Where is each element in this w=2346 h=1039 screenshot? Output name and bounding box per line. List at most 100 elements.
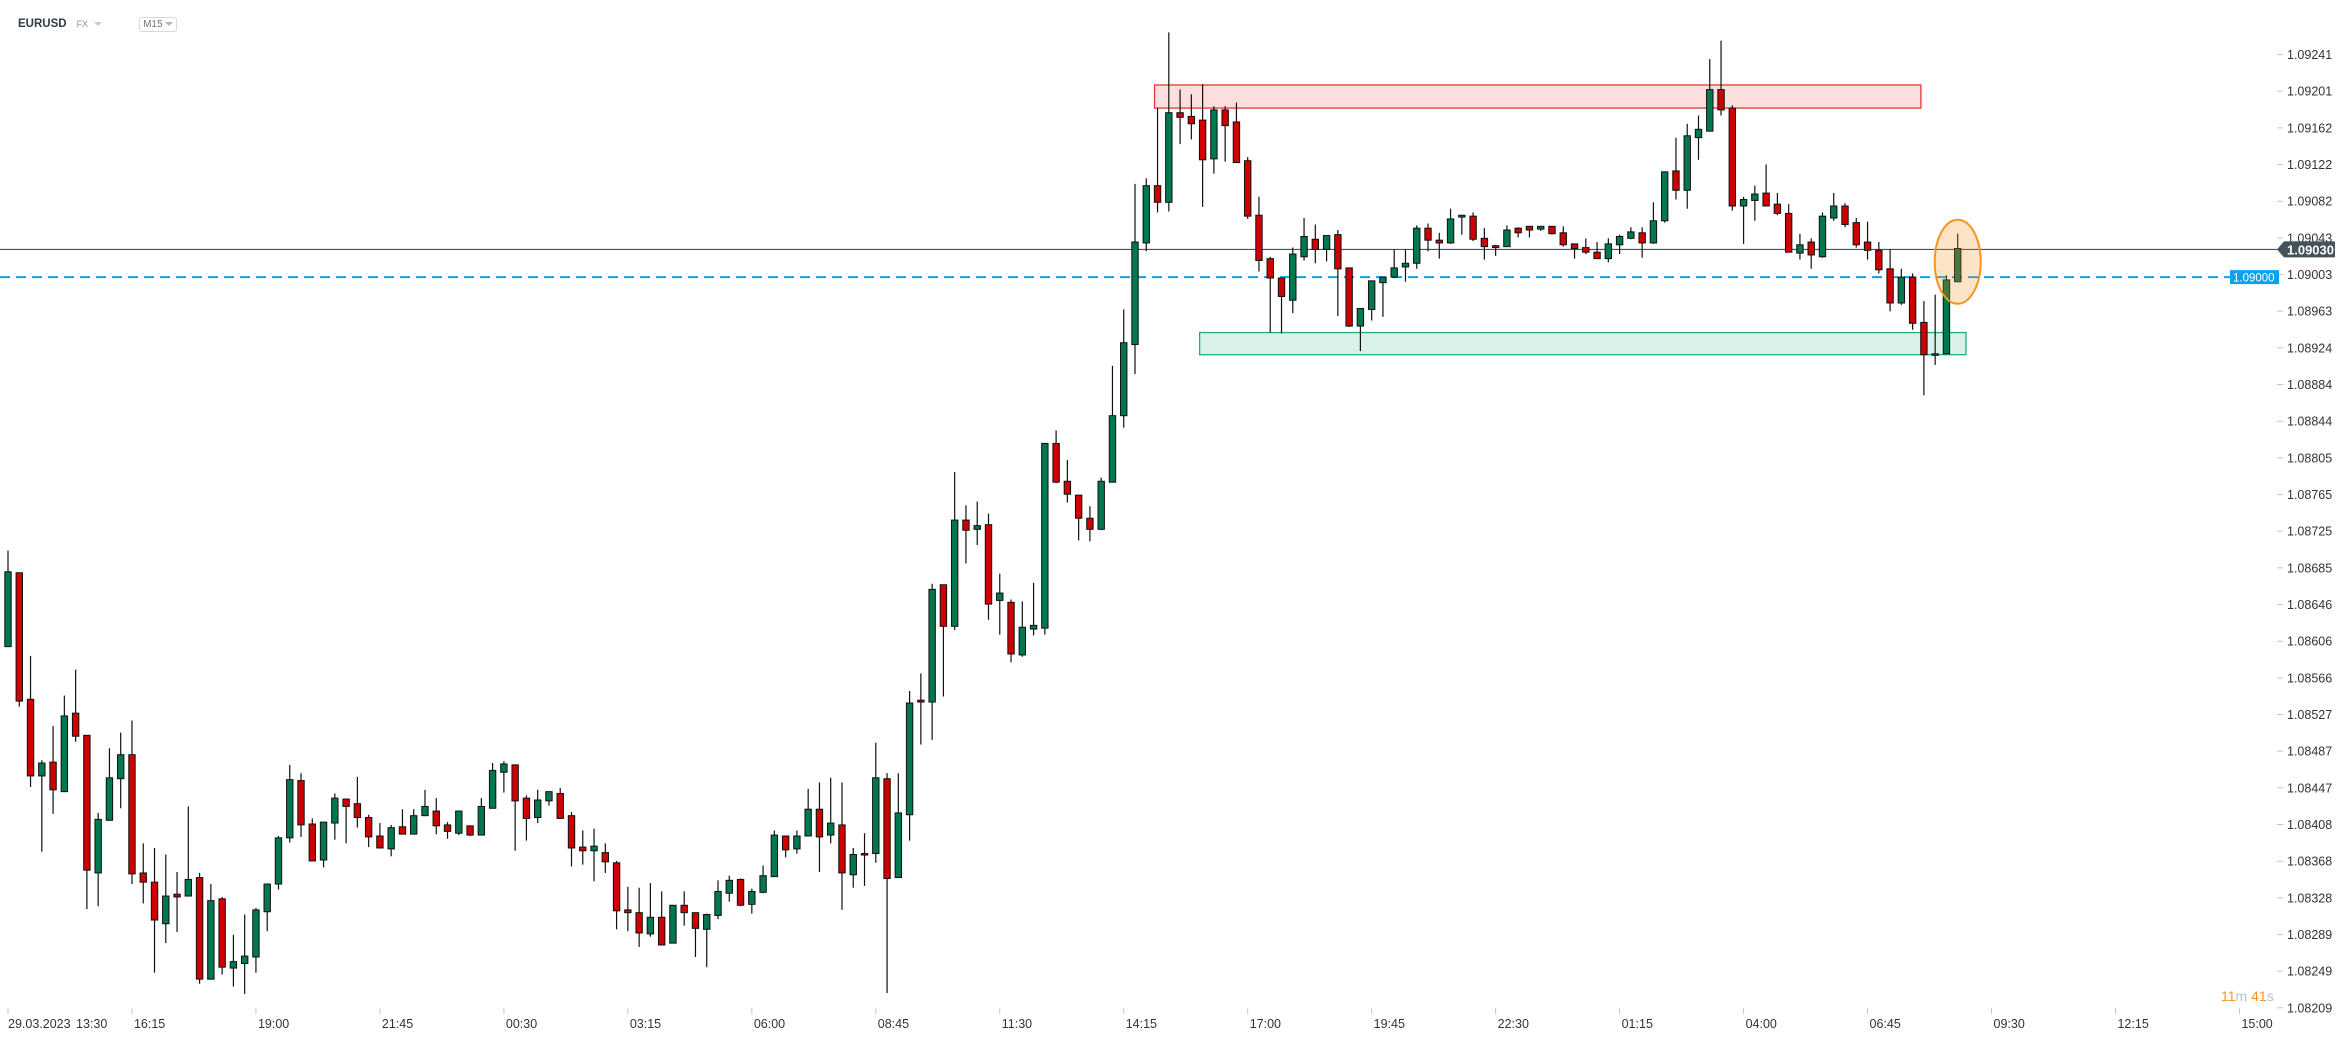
candle[interactable] bbox=[1153, 108, 1162, 213]
candle[interactable] bbox=[173, 872, 181, 933]
candle[interactable] bbox=[1379, 276, 1387, 317]
candle[interactable] bbox=[939, 584, 948, 697]
candle[interactable] bbox=[1920, 301, 1928, 396]
symbol-name[interactable]: EURUSD bbox=[18, 18, 67, 30]
candle[interactable] bbox=[432, 798, 440, 835]
candle[interactable] bbox=[1863, 221, 1872, 260]
candle[interactable] bbox=[319, 821, 328, 868]
candle[interactable] bbox=[1694, 115, 1703, 160]
candle[interactable] bbox=[1469, 212, 1477, 242]
candle[interactable] bbox=[1367, 280, 1376, 321]
candle[interactable] bbox=[263, 883, 271, 932]
candle[interactable] bbox=[511, 764, 519, 851]
market-dropdown-caret-icon[interactable] bbox=[94, 22, 103, 26]
candle[interactable] bbox=[815, 782, 824, 873]
candle[interactable] bbox=[1875, 242, 1883, 274]
candle[interactable] bbox=[1108, 365, 1117, 483]
resistance-zone[interactable] bbox=[1153, 84, 1922, 109]
candle[interactable] bbox=[533, 789, 542, 824]
candle[interactable] bbox=[545, 791, 553, 806]
candle[interactable] bbox=[274, 835, 283, 890]
candle[interactable] bbox=[1852, 218, 1860, 248]
candle[interactable] bbox=[612, 860, 621, 930]
candle[interactable] bbox=[94, 812, 102, 907]
candle[interactable] bbox=[207, 884, 215, 980]
candle[interactable] bbox=[691, 912, 700, 958]
candle[interactable] bbox=[1131, 183, 1139, 375]
candle[interactable] bbox=[646, 883, 655, 937]
candle[interactable] bbox=[443, 822, 452, 839]
candle[interactable] bbox=[1582, 238, 1590, 255]
candle[interactable] bbox=[1311, 224, 1320, 264]
candle[interactable] bbox=[860, 833, 869, 886]
candle[interactable] bbox=[872, 742, 880, 863]
candle[interactable] bbox=[1120, 309, 1128, 428]
candle[interactable] bbox=[1221, 106, 1229, 162]
candle[interactable] bbox=[1548, 225, 1556, 235]
candle[interactable] bbox=[195, 872, 204, 984]
candle[interactable] bbox=[996, 573, 1004, 635]
candle[interactable] bbox=[804, 788, 812, 837]
candle[interactable] bbox=[770, 830, 779, 878]
candle[interactable] bbox=[1751, 185, 1759, 221]
candle[interactable] bbox=[4, 550, 12, 648]
candle[interactable] bbox=[1142, 178, 1150, 252]
candle[interactable] bbox=[83, 734, 91, 909]
candle[interactable] bbox=[421, 789, 429, 817]
candle[interactable] bbox=[1627, 227, 1635, 240]
candle[interactable] bbox=[838, 782, 846, 910]
candle[interactable] bbox=[1503, 225, 1511, 248]
candle[interactable] bbox=[1198, 84, 1207, 207]
candle[interactable] bbox=[1300, 218, 1308, 261]
candle[interactable] bbox=[601, 843, 610, 873]
support-zone[interactable] bbox=[1198, 331, 1967, 356]
candle[interactable] bbox=[748, 888, 756, 914]
candle[interactable] bbox=[827, 777, 835, 844]
candle[interactable] bbox=[781, 835, 790, 858]
candle[interactable] bbox=[725, 875, 733, 902]
candle[interactable] bbox=[139, 843, 147, 904]
candle[interactable] bbox=[849, 848, 857, 888]
candle[interactable] bbox=[1390, 249, 1398, 279]
candle[interactable] bbox=[364, 814, 373, 848]
candle[interactable] bbox=[1570, 243, 1579, 259]
candle[interactable] bbox=[1255, 196, 1263, 272]
candle[interactable] bbox=[410, 809, 418, 835]
candle[interactable] bbox=[1424, 223, 1432, 252]
candle[interactable] bbox=[1435, 232, 1443, 259]
candle[interactable] bbox=[477, 798, 486, 836]
candle[interactable] bbox=[1762, 164, 1770, 207]
candle[interactable] bbox=[38, 760, 46, 852]
candle[interactable] bbox=[657, 891, 666, 946]
candle[interactable] bbox=[1604, 238, 1613, 263]
candle[interactable] bbox=[950, 472, 959, 630]
candle[interactable] bbox=[342, 798, 350, 844]
candle[interactable] bbox=[680, 891, 688, 926]
candle[interactable] bbox=[218, 896, 226, 975]
candle[interactable] bbox=[1029, 582, 1038, 636]
candle[interactable] bbox=[1356, 308, 1365, 352]
candle[interactable] bbox=[1559, 226, 1567, 247]
candle[interactable] bbox=[1593, 242, 1601, 260]
candle[interactable] bbox=[703, 913, 711, 968]
candle[interactable] bbox=[466, 825, 474, 836]
candle[interactable] bbox=[669, 904, 677, 944]
candle[interactable] bbox=[398, 809, 407, 835]
price-axis[interactable]: 1.09241 1.09201 1.09162 1.09122 1.09082 1.090… bbox=[2230, 48, 2335, 1015]
candle[interactable] bbox=[286, 764, 294, 843]
candle[interactable] bbox=[49, 726, 57, 814]
candle[interactable] bbox=[1491, 244, 1500, 256]
candle[interactable] bbox=[15, 572, 23, 707]
candle[interactable] bbox=[1886, 249, 1894, 312]
candle[interactable] bbox=[1401, 249, 1410, 282]
candle[interactable] bbox=[252, 908, 260, 973]
candle[interactable] bbox=[579, 830, 587, 865]
candle[interactable] bbox=[1210, 106, 1218, 174]
candle[interactable] bbox=[1897, 268, 1906, 305]
candle[interactable] bbox=[240, 914, 249, 994]
candle[interactable] bbox=[1537, 225, 1545, 231]
candle[interactable] bbox=[1706, 59, 1714, 132]
candle[interactable] bbox=[714, 880, 722, 920]
candle[interactable] bbox=[984, 513, 993, 620]
candle[interactable] bbox=[500, 761, 508, 793]
